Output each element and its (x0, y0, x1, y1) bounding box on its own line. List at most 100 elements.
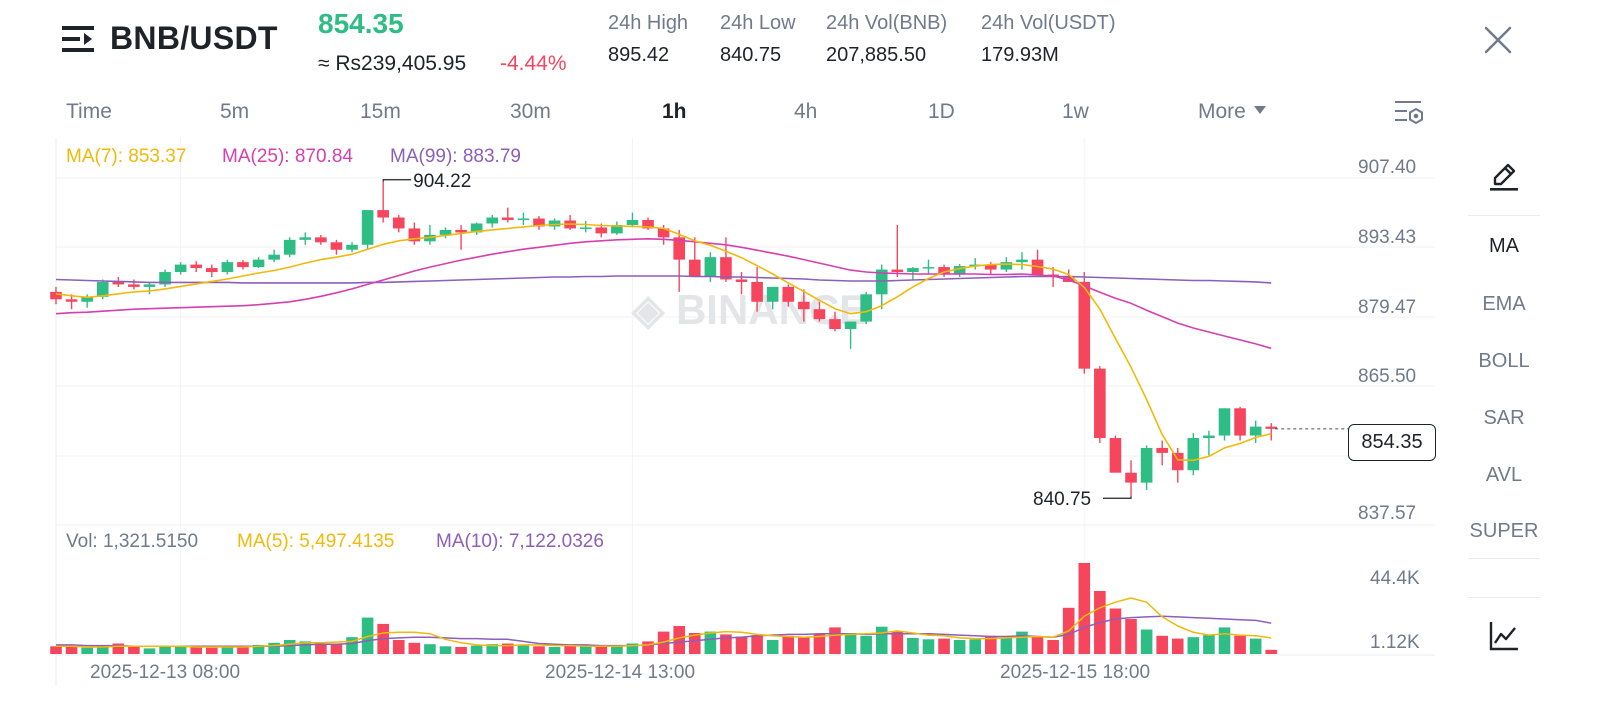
volume-bar (455, 647, 467, 654)
fiat-price: ≈ Rs239,405.95 (318, 52, 467, 75)
volume-bar (579, 646, 592, 654)
price-axis-label: 879.47 (1358, 297, 1417, 318)
volume-bar (315, 643, 327, 654)
tab-30m[interactable]: 30m (510, 100, 551, 123)
candle-body (1016, 259, 1028, 263)
volume-bar (174, 647, 187, 654)
volume-bar (237, 646, 249, 654)
tab-1d[interactable]: 1D (928, 100, 955, 123)
tab-15m[interactable]: 15m (360, 100, 401, 123)
line-chart-icon[interactable] (1488, 620, 1520, 652)
volume-bar (392, 640, 405, 654)
stat-24h-low: 24h Low 840.75 (720, 12, 796, 67)
interval-tabs: Time 5m 15m 30m 1h 4h 1D 1w More (0, 96, 1440, 132)
tab-5m[interactable]: 5m (220, 100, 250, 123)
volume-bar (595, 647, 608, 654)
volume-bar (1016, 631, 1028, 654)
low-price-annotation: 840.75 (1033, 489, 1091, 510)
volume-bar (720, 634, 732, 654)
indicator-boll[interactable]: BOLL (1478, 350, 1530, 372)
volume-bar (953, 640, 966, 654)
candle-body (502, 217, 514, 221)
candle-body (330, 242, 343, 250)
high-price-annotation: 904.22 (413, 171, 471, 192)
volume-bar (938, 638, 950, 654)
time-axis-label: 2025-12-15 18:00 (1000, 662, 1151, 683)
candle-body (268, 254, 280, 260)
volume-bar (907, 637, 919, 654)
candle-body (766, 286, 779, 302)
candle-body (1094, 368, 1106, 439)
candle-body (1187, 438, 1200, 471)
stat-24h-vol-quote: 24h Vol(USDT) 179.93M (981, 12, 1116, 67)
candle-body (907, 268, 919, 273)
volume-bar (221, 647, 234, 654)
chart-settings-icon[interactable] (1393, 98, 1425, 128)
volume-axis-label: 44.4K (1370, 568, 1420, 589)
volume-bar (626, 643, 639, 654)
candle-body (455, 229, 467, 233)
indicator-ema[interactable]: EMA (1482, 293, 1526, 315)
candle-body (65, 299, 78, 302)
volume-bar (969, 639, 982, 654)
volume-bar (1203, 635, 1215, 654)
candle-body (938, 267, 950, 275)
pair-title[interactable]: BNB/USDT (110, 20, 278, 56)
tab-more[interactable]: More (1198, 100, 1266, 124)
stat-24h-high: 24h High 895.42 (608, 12, 688, 67)
ma25-legend: MA(25): 870.84 (222, 146, 353, 167)
candle-body (595, 227, 608, 234)
stat-label: 24h Vol(USDT) (981, 12, 1116, 34)
price-axis-label: 907.40 (1358, 157, 1417, 178)
candle-body (1078, 281, 1091, 369)
volume-bar (330, 644, 343, 654)
ma7-line (55, 223, 1272, 462)
tab-4h[interactable]: 4h (794, 100, 818, 123)
candle-body (81, 296, 93, 302)
candle-body (206, 268, 218, 273)
volume-bar (1218, 627, 1231, 654)
volume-bar (50, 646, 62, 654)
volume-bar (1187, 637, 1200, 654)
candle-body (626, 220, 639, 225)
indicator-ma[interactable]: MA (1489, 235, 1519, 257)
volume-bar (486, 644, 499, 654)
menu-icon[interactable] (62, 24, 96, 54)
volume-bar (424, 644, 436, 654)
tab-1h[interactable]: 1h (662, 100, 687, 123)
volume-bar (1109, 608, 1122, 654)
price-axis-label: 893.43 (1358, 227, 1417, 248)
candle-body (922, 267, 935, 269)
candle-body (392, 217, 405, 229)
volume-bar (735, 636, 748, 654)
volume-bar (502, 643, 514, 654)
low-marker-line (1103, 496, 1132, 499)
candle-body (315, 237, 327, 243)
candle-body (751, 281, 763, 302)
candle-body (361, 210, 374, 245)
candle-body (1203, 435, 1215, 439)
volume-bar (1171, 638, 1184, 654)
pencil-draw-icon[interactable] (1487, 160, 1521, 194)
volume-bar (533, 646, 545, 654)
volume-bar (1265, 649, 1278, 654)
indicator-super[interactable]: SUPER (1469, 520, 1539, 542)
volume-ma5-line (56, 597, 1272, 648)
stat-24h-vol-base: 24h Vol(BNB) 207,885.50 (826, 12, 947, 67)
volume-bar (1000, 637, 1013, 654)
close-icon[interactable] (1480, 22, 1516, 58)
volume-bar (1125, 619, 1137, 654)
tab-time[interactable]: Time (66, 100, 112, 123)
indicator-sar[interactable]: SAR (1483, 407, 1525, 429)
indicator-avl[interactable]: AVL (1485, 464, 1523, 486)
candle-body (533, 218, 545, 227)
price-axis-label: 837.57 (1358, 503, 1417, 524)
tab-1w[interactable]: 1w (1062, 100, 1089, 123)
volume-bar (782, 635, 795, 654)
candle-body (611, 224, 623, 234)
high-marker-line (382, 179, 412, 182)
candle-body (96, 281, 109, 297)
volume-bar (813, 634, 826, 654)
candle-body (346, 244, 358, 250)
